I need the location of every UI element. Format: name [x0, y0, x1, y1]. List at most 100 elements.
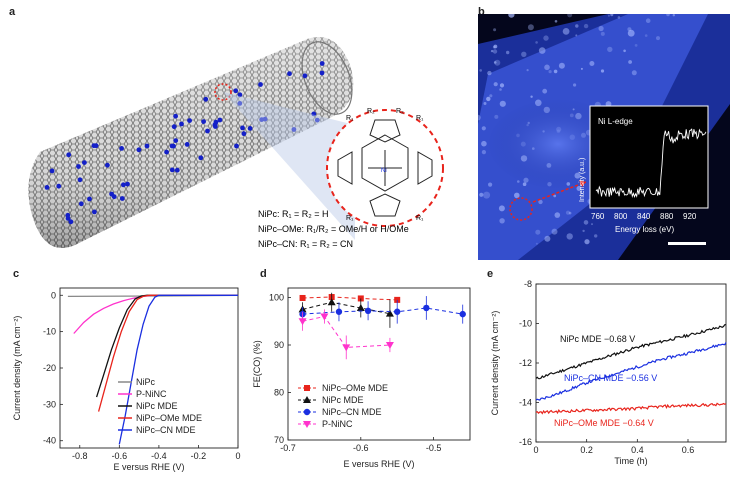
nickel-site-dot — [174, 167, 180, 173]
speckle-dot — [583, 23, 589, 29]
nickel-site-dot — [217, 117, 223, 123]
speckle-dot — [514, 192, 520, 199]
speckle-dot — [488, 182, 493, 187]
speckle-dot — [542, 88, 548, 94]
legend-label: NiPc–CN MDE — [136, 425, 196, 435]
nickel-site-dot — [302, 73, 308, 79]
speckle-dot — [530, 95, 533, 98]
panel-a-letter: a — [9, 6, 16, 18]
zoom-cone — [223, 92, 355, 240]
data-point — [364, 307, 372, 314]
x-tick-label: 0 — [533, 445, 538, 455]
nickel-site-dot — [233, 88, 239, 94]
nickel-site-dot — [201, 119, 207, 124]
nickel-site-dot — [205, 128, 210, 134]
inset-title: Ni L-edge — [598, 117, 633, 126]
r1-label-tl: R₁ — [346, 115, 354, 122]
speckle-dot — [535, 242, 538, 245]
nickel-site-dot — [87, 196, 92, 202]
y-axis-label: FE(CO) (%) — [252, 340, 262, 388]
inset-xtick-800: 800 — [614, 212, 628, 221]
inset-ylabel: Intensity (a.u.) — [579, 158, 586, 202]
series-line-0 — [535, 324, 727, 380]
legend-label: P-NiNC — [322, 419, 353, 429]
chart-panel-c: -0.8 -0.6 -0.4 -0.2 0 0 -10 -20 -30 -40 E versus R… — [12, 287, 241, 472]
speckle-dot — [481, 126, 486, 131]
speckle-dot — [605, 101, 612, 107]
speckle-dot — [589, 61, 595, 66]
speckle-dot — [565, 210, 571, 215]
nickel-site-dot — [92, 209, 97, 215]
x-tick-label: 0.2 — [580, 445, 593, 455]
y-tick-label: 70 — [274, 435, 284, 445]
speckle-dot — [558, 62, 565, 69]
nickel-site-dot — [77, 177, 83, 183]
speckle-dot — [494, 114, 499, 119]
speckle-dot — [553, 194, 557, 198]
nickel-site-dot — [65, 216, 71, 221]
inset-xtick-760: 760 — [591, 212, 605, 221]
speckle-dot — [594, 234, 598, 238]
r2-label-tr: R₂ — [396, 108, 404, 115]
nickel-site-dot — [259, 117, 265, 122]
nickel-site-dot — [171, 124, 177, 130]
nickel-site-dot — [78, 201, 84, 207]
nickel-site-dot — [144, 143, 150, 149]
panel-c-letter: c — [13, 268, 20, 280]
nickel-site-dot — [119, 146, 124, 151]
x-tick-label: -0.4 — [151, 451, 167, 461]
x-axis-label: E versus RHE (V) — [343, 459, 414, 469]
speckle-dot — [628, 60, 632, 64]
series-label-2: NiPc–OMe MDE −0.64 V — [554, 418, 654, 428]
y-tick-label: 100 — [269, 293, 284, 303]
series-line-2 — [302, 307, 463, 315]
series-label-1: NiPc–CN MDE −0.56 V — [564, 373, 657, 383]
nickel-site-dot — [56, 183, 62, 189]
series-line-1 — [73, 294, 238, 334]
x-axis-label: Time (h) — [614, 456, 647, 466]
speckle-dot — [498, 205, 505, 212]
x-tick-label: 0 — [235, 451, 240, 461]
data-point — [303, 421, 311, 428]
panel-b-letter: b — [478, 6, 485, 18]
speckle-dot — [575, 24, 579, 28]
inset-xlabel: Energy loss (eV) — [615, 225, 674, 234]
speckle-dot — [573, 83, 577, 87]
nickel-site-dot — [319, 70, 325, 76]
nickel-site-dot — [291, 127, 297, 132]
speckle-dot — [566, 233, 573, 240]
x-tick-label: -0.2 — [191, 451, 207, 461]
speckle-dot — [499, 100, 506, 107]
speckle-dot — [479, 69, 482, 72]
speckle-dot — [548, 70, 552, 74]
y-axis-label: Current density (mA cm⁻²) — [490, 311, 500, 416]
nickel-site-dot — [173, 113, 179, 119]
speckle-dot — [580, 67, 583, 70]
y-tick-label: 80 — [274, 388, 284, 398]
nickel-site-dot — [287, 71, 292, 77]
nickel-site-dot — [125, 181, 130, 187]
data-point — [298, 318, 307, 326]
series-line-1 — [535, 342, 727, 401]
speckle-dot — [543, 35, 549, 41]
eels-region-circle — [509, 197, 533, 221]
nickel-site-dot — [66, 152, 72, 158]
scale-bar — [668, 242, 706, 245]
label-nipc-ome: NiPc–OMe: R₁/R₂ = OMe/H or H/OMe — [258, 224, 409, 234]
y-tick-label: -16 — [519, 437, 532, 447]
speckle-dot — [607, 46, 613, 53]
y-tick-label: -10 — [43, 327, 56, 337]
speckle-dot — [544, 235, 551, 242]
r1-label-tr: R₁ — [416, 115, 424, 122]
data-point — [385, 342, 394, 349]
y-tick-label: -10 — [519, 319, 532, 329]
speckle-dot — [610, 14, 614, 17]
y-tick-label: -8 — [524, 279, 532, 289]
nickel-site-dot — [213, 124, 218, 129]
y-tick-label: -20 — [43, 363, 56, 373]
y-tick-label: 0 — [51, 290, 56, 300]
speckle-dot — [554, 212, 561, 218]
speckle-dot — [584, 239, 590, 245]
speckle-dot — [506, 50, 510, 55]
eels-spectrum — [595, 128, 707, 199]
